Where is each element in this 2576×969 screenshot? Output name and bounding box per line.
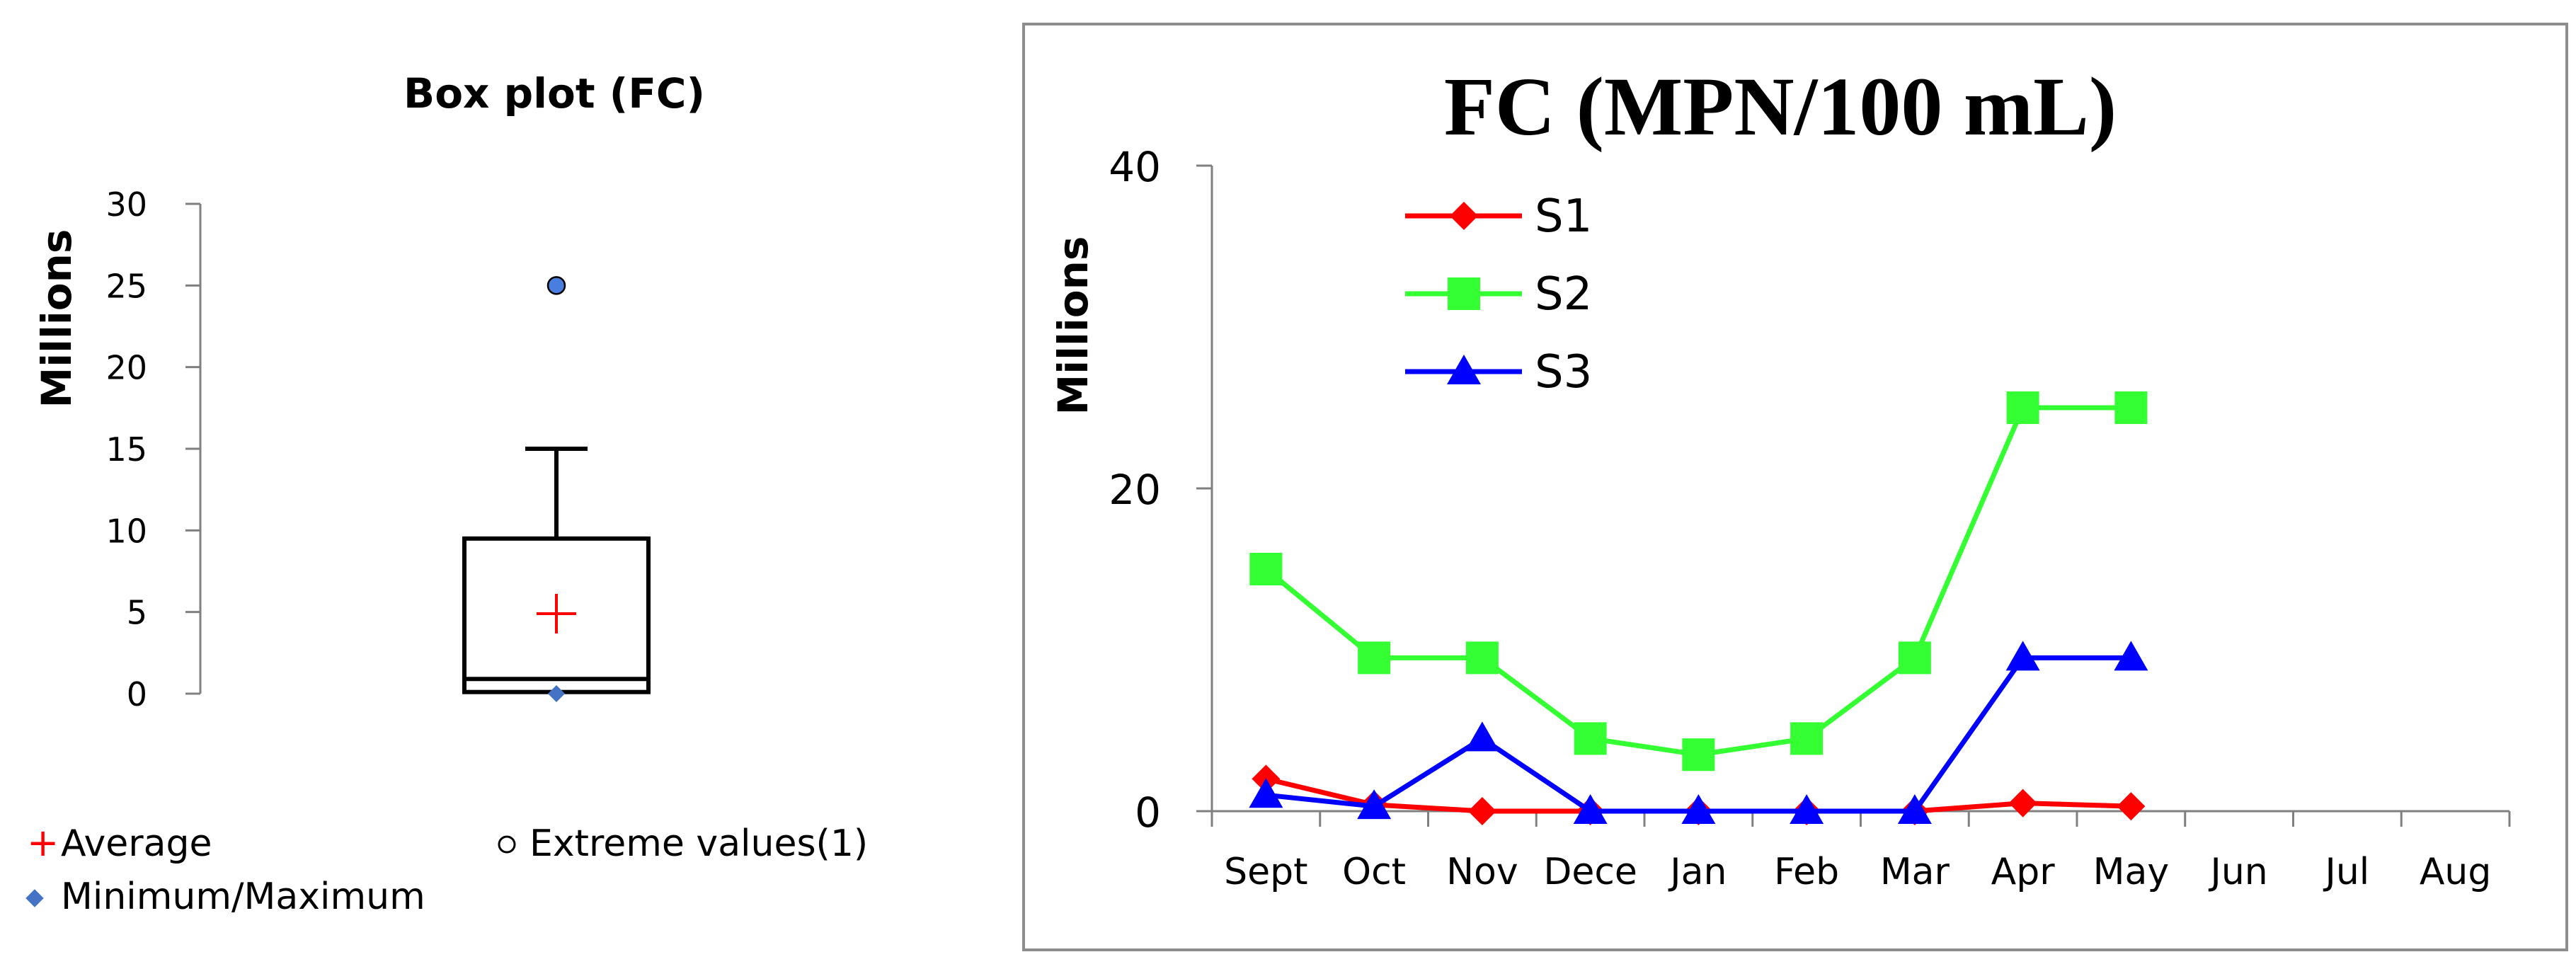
series-point [1357, 789, 1392, 820]
legend-label-s1: S1 [1535, 190, 1592, 243]
series-s3 [1249, 641, 2148, 824]
box-plot-shapes [462, 276, 651, 702]
series-point [1448, 277, 1480, 310]
line-y-tick-label: 0 [1135, 789, 1161, 837]
line-x-tick-label: Sept [1224, 851, 1307, 893]
line-chart-legend: S1 S2 S3 [1405, 190, 1592, 399]
series-point [2008, 789, 2037, 818]
series-point [2117, 792, 2146, 821]
line-x-tick-label: Nov [1446, 851, 1518, 893]
series-point [2006, 391, 2039, 424]
line-x-tick-label: Dece [1543, 851, 1637, 893]
average-legend-label: Average [61, 822, 212, 865]
box-plot-y-label: Millions [33, 229, 81, 408]
series-point [1790, 794, 1824, 824]
minmax-legend-label: Minimum/Maximum [61, 876, 425, 918]
mean-marker [537, 593, 576, 633]
line-x-tick-label: May [2093, 851, 2170, 893]
average-legend-marker: + [27, 820, 59, 865]
series-point [1681, 794, 1716, 824]
line-chart-ticks: 0 20 40 Sept Oct Nov Dece Jan Feb Mar Apr May Jun Jul… [1109, 143, 2511, 893]
series-point [2114, 641, 2148, 671]
box-y-tick-label: 20 [105, 349, 147, 387]
line-y-tick-label: 20 [1109, 466, 1161, 514]
series-point [1573, 794, 1608, 824]
line-y-tick-label: 40 [1109, 143, 1161, 191]
series-point [1465, 721, 1499, 752]
series-point [2005, 641, 2040, 671]
extreme-legend-marker [498, 835, 516, 854]
box-plot-ticks: 0 5 10 15 20 25 30 [105, 185, 200, 713]
box-y-tick-label: 30 [105, 185, 147, 224]
series-point [1358, 641, 1391, 675]
series-point [2114, 391, 2148, 424]
box-y-tick-label: 5 [127, 594, 147, 632]
line-x-tick-label: Apr [1991, 851, 2056, 893]
line-chart-panel: FC (MPN/100 mL) Millions 0 20 40 Sept Oct Nov… [1022, 23, 2568, 951]
legend-label-s3: S3 [1535, 346, 1592, 399]
box-plot-panel: Box plot (FC) Millions 0 5 10 15 20 25 30 + Av… [25, 69, 868, 918]
series-s2 [1249, 391, 2148, 772]
minmax-legend-marker [25, 889, 44, 907]
series-point [1897, 794, 1932, 824]
series-point [1249, 553, 1283, 585]
line-x-tick-label: Aug [2420, 851, 2492, 893]
box-plot-legend: + Average Extreme values(1) Minimum/Maxi… [25, 820, 868, 918]
series-point [1898, 641, 1931, 675]
series-point [1447, 355, 1481, 384]
series-point [1249, 778, 1283, 808]
extreme-legend-label: Extreme values(1) [529, 822, 868, 865]
series-point [1790, 722, 1824, 755]
minimum-marker [548, 685, 565, 702]
series-point [1682, 738, 1715, 772]
line-x-tick-label: Jul [2323, 851, 2370, 893]
legend-label-s2: S2 [1535, 268, 1592, 321]
series-point [1467, 797, 1496, 825]
box-y-tick-label: 10 [105, 512, 147, 550]
box-y-tick-label: 0 [127, 675, 147, 713]
extreme-value-point [546, 276, 566, 295]
series-point [1450, 202, 1478, 230]
line-x-tick-label: Jan [1668, 851, 1727, 893]
line-x-tick-label: Feb [1774, 851, 1839, 893]
series-point [1574, 722, 1607, 755]
line-x-tick-label: Jun [2209, 851, 2268, 893]
line-chart-title: FC (MPN/100 mL) [1444, 60, 2117, 153]
line-x-tick-label: Mar [1880, 851, 1950, 893]
box-plot-title: Box plot (FC) [403, 69, 705, 117]
line-x-tick-label: Oct [1342, 851, 1406, 893]
line-chart-y-label: Millions [1049, 236, 1097, 415]
box-y-tick-label: 15 [105, 430, 147, 469]
series-point [1465, 641, 1499, 675]
line-chart-series [1249, 391, 2148, 825]
box-y-tick-label: 25 [105, 267, 147, 305]
